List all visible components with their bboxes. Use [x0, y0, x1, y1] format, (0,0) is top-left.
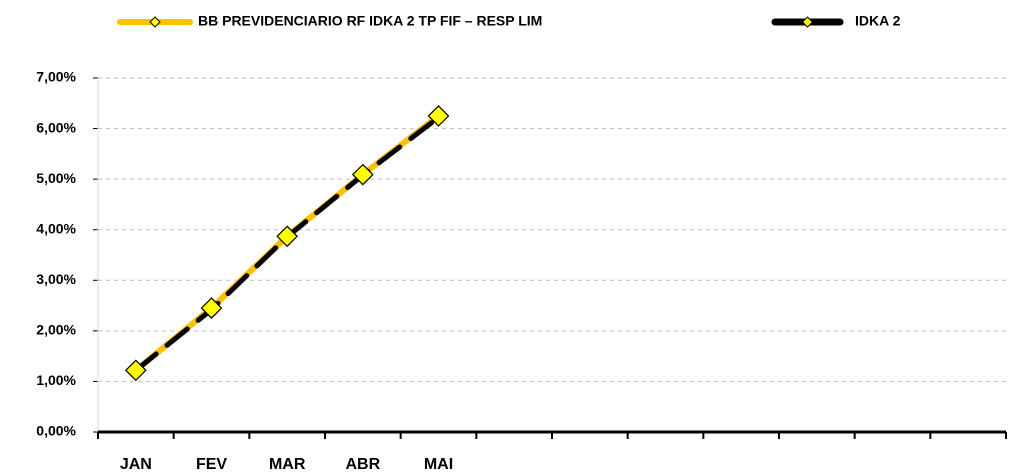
y-tick-label: 3,00% — [36, 271, 76, 287]
y-tick-label: 0,00% — [36, 423, 76, 439]
y-tick-label: 7,00% — [36, 69, 76, 85]
y-tick-label: 2,00% — [36, 322, 76, 338]
legend-label: BB PREVIDENCIARIO RF IDKA 2 TP FIF – RES… — [198, 13, 542, 29]
x-tick-label: MAR — [269, 456, 306, 473]
point-marker — [427, 105, 450, 127]
point-marker — [351, 163, 374, 186]
legend-marker — [149, 16, 161, 28]
legend-label: IDKA 2 — [855, 13, 901, 29]
y-tick-label: 6,00% — [36, 119, 76, 135]
legend-marker — [801, 16, 814, 28]
point-marker — [124, 359, 147, 382]
x-tick-label: FEV — [196, 456, 227, 473]
point-marker — [276, 225, 299, 248]
y-tick-label: 4,00% — [36, 220, 76, 236]
point-marker — [200, 297, 223, 319]
y-tick-label: 1,00% — [36, 372, 76, 388]
y-tick-label: 5,00% — [36, 170, 76, 186]
x-tick-label: MAI — [424, 456, 453, 473]
x-tick-label: JAN — [120, 456, 152, 473]
x-tick-label: ABR — [345, 456, 380, 473]
